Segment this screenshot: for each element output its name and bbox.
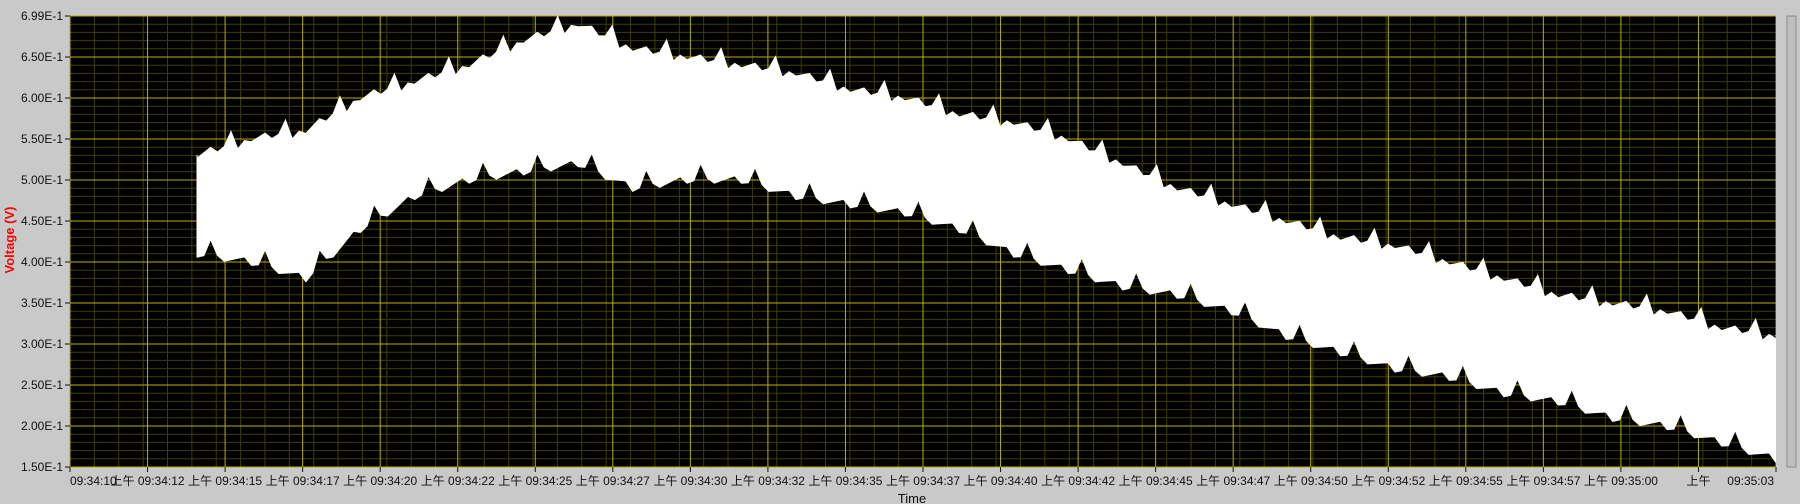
x-tick-label: 上午 09:34:50 (1274, 474, 1348, 488)
y-tick-label: 2.50E-1 (21, 378, 63, 392)
x-tick-label: 上午 09:34:45 (1119, 474, 1193, 488)
x-tick-label: 09:35:03 (1727, 474, 1774, 488)
x-tick-label: 上午 09:34:55 (1429, 474, 1503, 488)
y-tick-label: 2.00E-1 (21, 419, 63, 433)
x-tick-label: 上午 09:35:00 (1584, 474, 1658, 488)
x-tick-label: 09:34:10 (70, 474, 117, 488)
x-tick-label: 上午 09:34:32 (731, 474, 805, 488)
x-tick-label: 上午 09:34:25 (498, 474, 572, 488)
x-tick-label: 上午 09:34:22 (421, 474, 495, 488)
y-axis: 6.99E-1 6.50E-1 6.00E-1 5.50E-1 5.00E-1 4.50E… (21, 9, 70, 474)
x-tick-label: 上午 09:34:20 (343, 474, 417, 488)
x-tick-label: 上午 (1686, 474, 1710, 488)
x-tick-label: 上午 09:34:42 (1041, 474, 1115, 488)
y-tick-label: 3.50E-1 (21, 296, 63, 310)
y-axis-label: Voltage (V) (2, 207, 17, 274)
vertical-scrollbar[interactable] (1786, 15, 1797, 468)
y-tick-label: 4.50E-1 (21, 214, 63, 228)
y-tick-label: 3.00E-1 (21, 337, 63, 351)
x-tick-label: 上午 09:34:27 (576, 474, 650, 488)
x-tick-label: 上午 09:34:57 (1506, 474, 1580, 488)
x-tick-label: 上午 09:34:52 (1351, 474, 1425, 488)
y-tick-label: 6.50E-1 (21, 50, 63, 64)
x-tick-label: 上午 09:34:15 (188, 474, 262, 488)
x-tick-label: 上午 09:34:40 (964, 474, 1038, 488)
x-axis-label: Time (898, 491, 926, 504)
x-tick-label: 上午 09:34:12 (111, 474, 185, 488)
x-tick-label: 上午 09:34:37 (886, 474, 960, 488)
y-tick-label: 5.50E-1 (21, 132, 63, 146)
x-tick-label: 上午 09:34:30 (653, 474, 727, 488)
y-tick-label: 5.00E-1 (21, 173, 63, 187)
y-tick-label: 6.99E-1 (21, 9, 63, 23)
y-tick-label: 4.00E-1 (21, 255, 63, 269)
x-tick-label: 上午 09:34:17 (266, 474, 340, 488)
y-tick-label: 1.50E-1 (21, 460, 63, 474)
y-tick-label: 6.00E-1 (21, 91, 63, 105)
x-tick-label: 上午 09:34:35 (808, 474, 882, 488)
x-tick-label: 上午 09:34:47 (1196, 474, 1270, 488)
